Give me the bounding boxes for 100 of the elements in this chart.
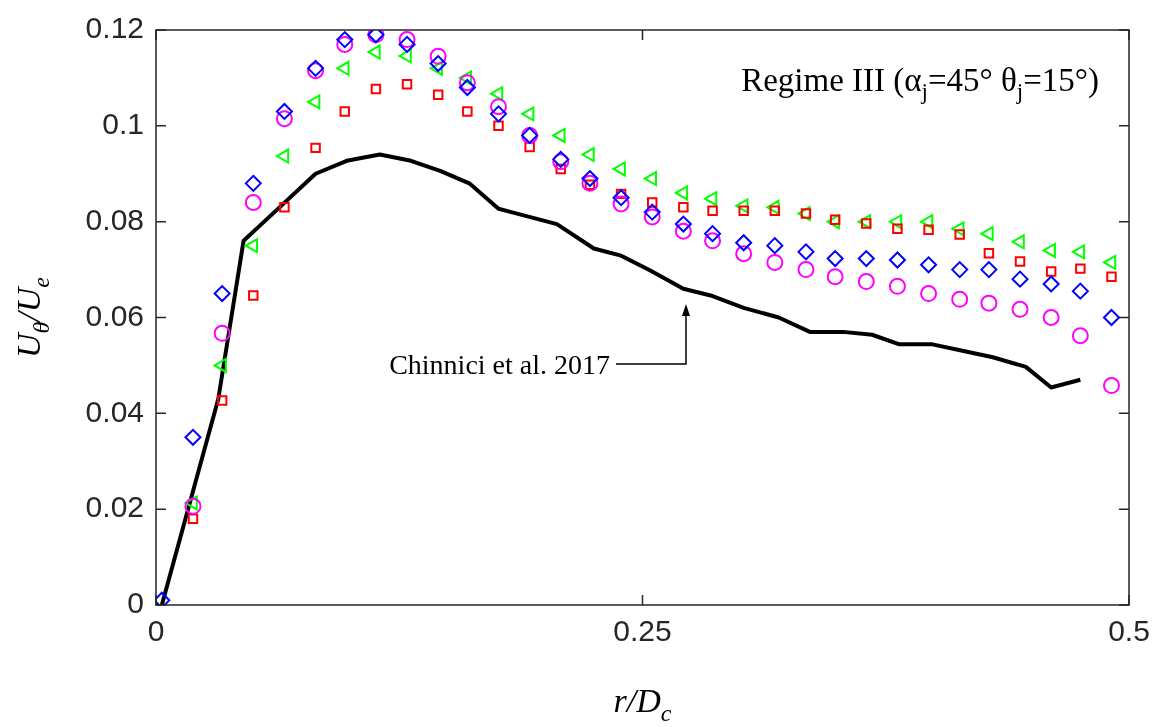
- point: [1102, 309, 1120, 326]
- point: [951, 261, 969, 279]
- point: [581, 147, 595, 163]
- point: [370, 83, 382, 95]
- point: [490, 105, 507, 123]
- point: [429, 47, 447, 65]
- y-tick-label: 0.02: [85, 490, 144, 524]
- point: [704, 232, 722, 250]
- point: [612, 195, 630, 213]
- point: [923, 224, 934, 236]
- point: [1102, 377, 1120, 395]
- point: [951, 290, 969, 308]
- point: [1011, 234, 1025, 250]
- point: [1014, 256, 1026, 267]
- point: [1075, 263, 1086, 274]
- point: [367, 44, 381, 60]
- point: [336, 35, 354, 53]
- y-tick-label: 0.06: [85, 298, 144, 332]
- point: [643, 171, 657, 187]
- point: [766, 237, 784, 255]
- point: [704, 225, 722, 243]
- point: [216, 395, 228, 406]
- point: [184, 497, 202, 515]
- point: [920, 285, 938, 303]
- point: [678, 202, 689, 213]
- point: [552, 127, 566, 143]
- point: [980, 294, 998, 312]
- point: [735, 198, 749, 214]
- y-tick-label: 0.1: [102, 107, 144, 141]
- point: [213, 285, 231, 303]
- point: [674, 222, 692, 240]
- point: [769, 205, 781, 216]
- point: [307, 94, 321, 110]
- point: [184, 428, 202, 446]
- y-tick-label: 0.12: [85, 11, 144, 45]
- point: [980, 226, 994, 242]
- point: [184, 495, 198, 511]
- point: [643, 203, 661, 221]
- point: [920, 214, 934, 230]
- point: [888, 214, 903, 230]
- point: [490, 98, 507, 116]
- point: [401, 78, 413, 90]
- point: [1071, 327, 1089, 345]
- point: [244, 238, 259, 254]
- point: [458, 74, 476, 92]
- point: [766, 199, 780, 215]
- point: [339, 106, 351, 117]
- y-tick-label: 0: [127, 586, 144, 620]
- point: [244, 194, 262, 211]
- point: [857, 273, 875, 291]
- point: [857, 214, 872, 230]
- x-tick-label: 0.25: [613, 614, 672, 648]
- point: [980, 261, 998, 279]
- point: [187, 513, 199, 524]
- point: [888, 277, 906, 295]
- point: [826, 268, 844, 286]
- point: [888, 251, 906, 269]
- point: [248, 290, 259, 301]
- point: [892, 223, 903, 235]
- point: [983, 248, 995, 259]
- point: [462, 106, 473, 117]
- annotation: Chinnici et al. 2017: [389, 349, 610, 380]
- point: [674, 185, 689, 201]
- point: [279, 202, 290, 213]
- point: [1106, 271, 1117, 283]
- point: [674, 215, 692, 233]
- point: [1042, 275, 1060, 293]
- y-tick-label: 0.04: [85, 394, 144, 428]
- point: [797, 261, 815, 279]
- point: [735, 245, 753, 263]
- point: [458, 70, 473, 86]
- point: [1071, 244, 1086, 260]
- point: [398, 31, 416, 49]
- point: [213, 357, 227, 373]
- point: [429, 60, 443, 76]
- point: [213, 324, 231, 342]
- point: [458, 79, 476, 96]
- point: [429, 55, 447, 73]
- point: [797, 243, 815, 261]
- point: [1045, 266, 1057, 277]
- point: [646, 197, 658, 208]
- y-axis-title: Uθ/Ue: [10, 276, 54, 358]
- point: [707, 205, 718, 216]
- point: [493, 120, 504, 132]
- point: [735, 234, 753, 252]
- point: [1042, 309, 1060, 326]
- point: [310, 142, 321, 154]
- x-tick-label: 0.5: [1108, 614, 1150, 648]
- point: [244, 174, 262, 192]
- point: [954, 229, 965, 240]
- point: [704, 191, 718, 207]
- point: [826, 214, 840, 230]
- point: [581, 174, 599, 192]
- point: [555, 163, 567, 175]
- point: [398, 35, 416, 53]
- point: [521, 106, 535, 122]
- y-tick-label: 0.08: [85, 202, 144, 236]
- point: [951, 221, 965, 237]
- x-tick-label: 0: [147, 614, 165, 648]
- point: [826, 250, 844, 268]
